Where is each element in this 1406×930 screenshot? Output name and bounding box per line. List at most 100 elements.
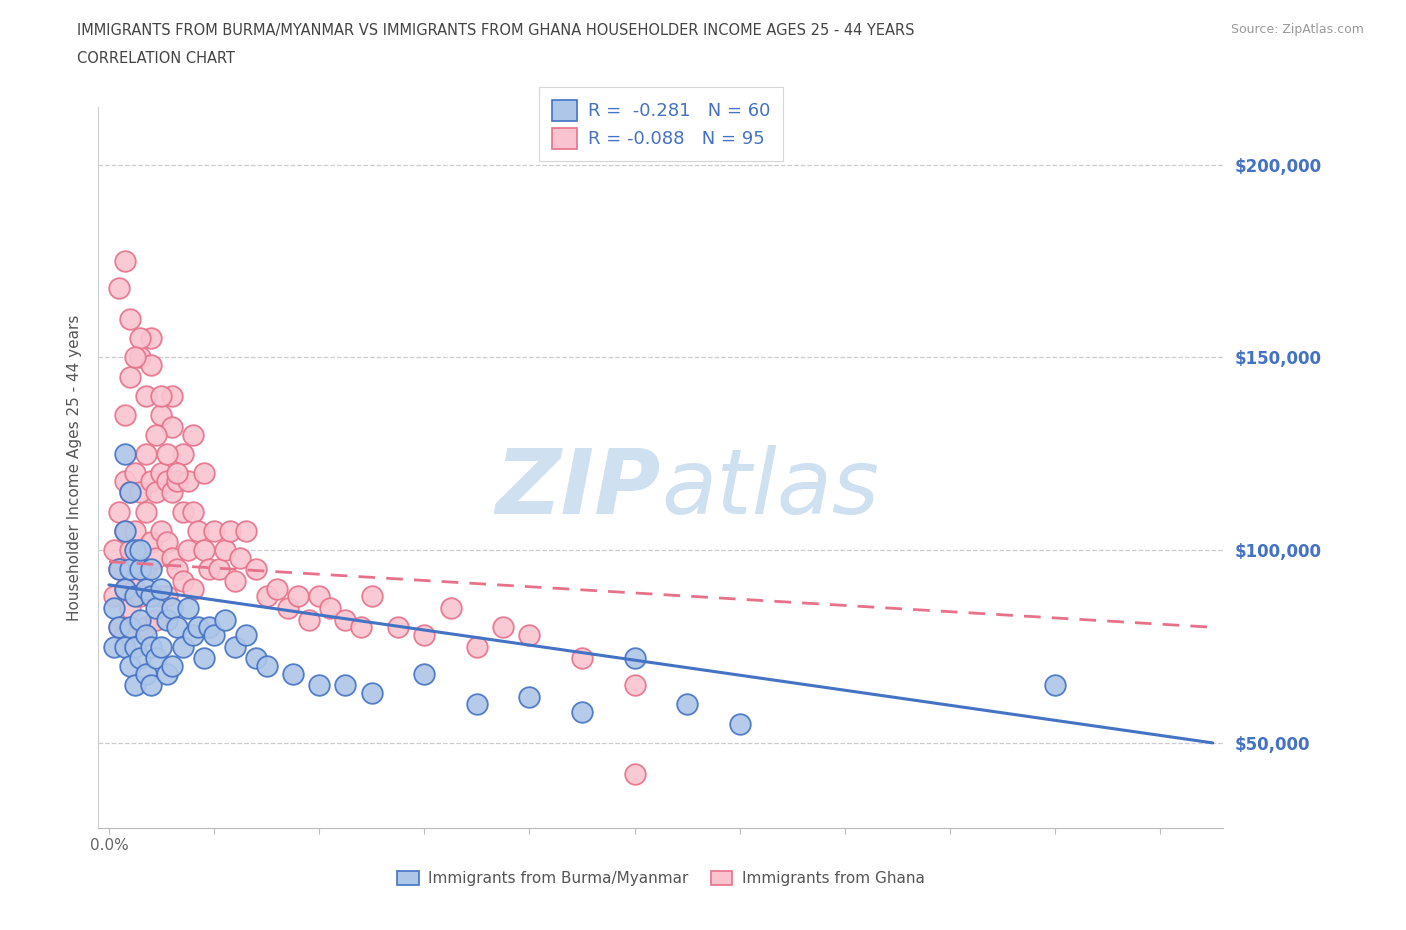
Point (335, 678, 357, 693)
Point (129, 485, 152, 499)
Point (676, 697, 699, 711)
Point (298, 612, 321, 627)
Point (413, 628, 436, 643)
Point (181, 504, 204, 519)
Point (103, 639, 125, 654)
Point (129, 350, 152, 365)
Point (145, 612, 167, 627)
Point (266, 581, 288, 596)
Point (318, 601, 340, 616)
Point (160, 658, 183, 673)
Point (160, 485, 183, 499)
Point (193, 543, 215, 558)
Point (519, 628, 541, 643)
Point (118, 619, 141, 634)
Point (114, 473, 136, 488)
Point (156, 446, 179, 461)
Point (156, 612, 179, 627)
Point (150, 466, 173, 481)
Point (139, 589, 162, 604)
Point (187, 524, 209, 538)
Point (139, 589, 162, 604)
Point (350, 619, 373, 634)
Point (214, 543, 236, 558)
Point (114, 254, 136, 269)
Point (145, 601, 167, 616)
Point (129, 331, 152, 346)
Point (145, 485, 167, 499)
Point (193, 466, 215, 481)
Point (187, 619, 209, 634)
Point (202, 524, 225, 538)
Point (118, 562, 141, 577)
Point (135, 628, 157, 643)
Point (145, 651, 167, 666)
Point (224, 639, 246, 654)
Point (308, 678, 330, 693)
Point (492, 619, 515, 634)
Point (118, 601, 141, 616)
Point (124, 639, 146, 654)
Point (181, 581, 204, 596)
Point (229, 551, 252, 565)
Point (129, 543, 152, 558)
Point (129, 612, 152, 627)
Point (108, 562, 131, 577)
Point (360, 685, 382, 700)
Point (256, 589, 278, 604)
Point (281, 666, 304, 681)
Point (1043, 678, 1066, 693)
Point (135, 619, 157, 634)
Point (623, 766, 645, 781)
Point (218, 524, 240, 538)
Point (108, 504, 131, 519)
Point (124, 543, 146, 558)
Point (160, 551, 183, 565)
Point (160, 601, 183, 616)
Point (150, 639, 173, 654)
Point (124, 678, 146, 693)
Point (139, 562, 162, 577)
Point (156, 473, 179, 488)
Point (728, 716, 751, 731)
Point (245, 651, 267, 666)
Point (465, 639, 488, 654)
Point (277, 601, 299, 616)
Text: CORRELATION CHART: CORRELATION CHART (77, 51, 235, 66)
Point (139, 535, 162, 550)
Text: ZIP: ZIP (495, 445, 661, 533)
Point (129, 589, 152, 604)
Point (439, 601, 461, 616)
Y-axis label: Householder Income Ages 25 - 44 years: Householder Income Ages 25 - 44 years (67, 314, 83, 620)
Legend: Immigrants from Burma/Myanmar, Immigrants from Ghana: Immigrants from Burma/Myanmar, Immigrant… (391, 865, 931, 892)
Point (287, 589, 309, 604)
Point (145, 551, 167, 565)
Point (124, 589, 146, 604)
Text: Source: ZipAtlas.com: Source: ZipAtlas.com (1230, 23, 1364, 36)
Point (135, 389, 157, 404)
Point (124, 350, 146, 365)
Text: IMMIGRANTS FROM BURMA/MYANMAR VS IMMIGRANTS FROM GHANA HOUSEHOLDER INCOME AGES 2: IMMIGRANTS FROM BURMA/MYANMAR VS IMMIGRA… (77, 23, 915, 38)
Point (135, 581, 157, 596)
Point (114, 628, 136, 643)
Point (139, 639, 162, 654)
Point (308, 589, 330, 604)
Point (172, 574, 194, 589)
Point (108, 562, 131, 577)
Point (245, 562, 267, 577)
Point (150, 408, 173, 423)
Point (166, 619, 188, 634)
Point (129, 543, 152, 558)
Point (172, 504, 194, 519)
Point (156, 666, 179, 681)
Point (160, 389, 183, 404)
Point (145, 427, 167, 442)
Point (177, 601, 200, 616)
Point (150, 581, 173, 596)
Point (172, 639, 194, 654)
Point (118, 485, 141, 499)
Point (114, 408, 136, 423)
Point (193, 651, 215, 666)
Point (166, 473, 188, 488)
Point (118, 658, 141, 673)
